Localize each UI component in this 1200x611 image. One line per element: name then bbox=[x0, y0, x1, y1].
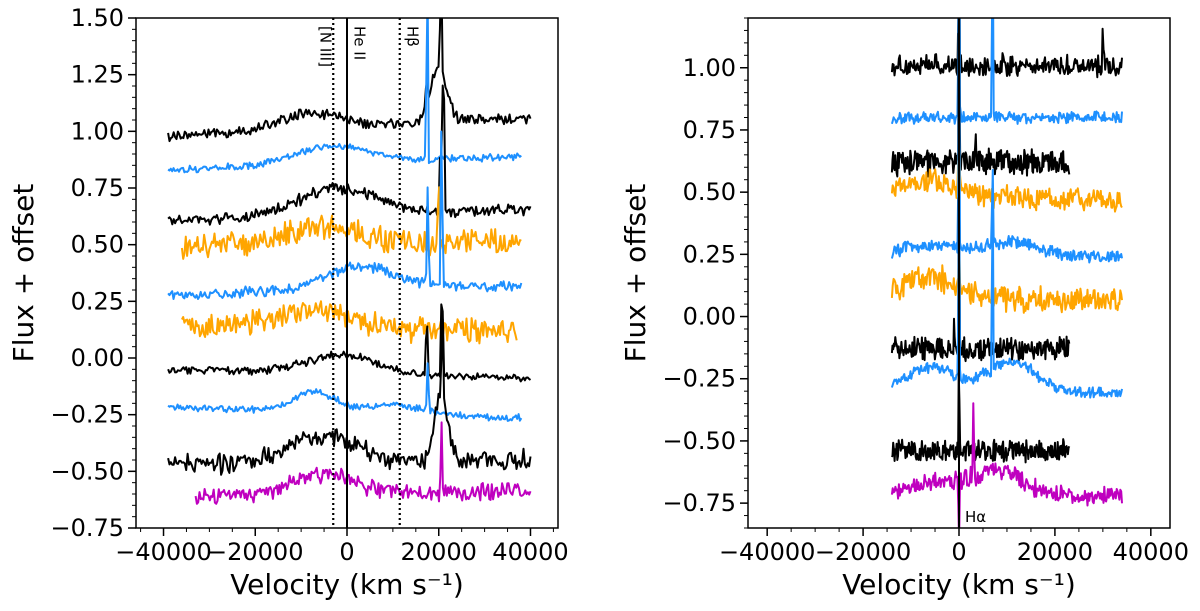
line-label: [N III] bbox=[317, 26, 335, 67]
y-axis-label: Flux + offset bbox=[619, 184, 652, 363]
line-label: He II bbox=[351, 26, 369, 60]
x-axis-label: Velocity (km s⁻¹) bbox=[842, 568, 1076, 601]
series-line-10 bbox=[890, 402, 1123, 528]
x-tick-label: −20000 bbox=[207, 538, 303, 566]
y-tick-label: −0.25 bbox=[50, 401, 124, 429]
x-tick-label: −40000 bbox=[115, 538, 211, 566]
y-tick-label: 0.00 bbox=[71, 344, 124, 372]
y-tick-label: −0.50 bbox=[662, 427, 736, 455]
series-line-6 bbox=[890, 232, 1123, 314]
y-tick-label: 0.75 bbox=[683, 116, 736, 144]
series-line-7 bbox=[890, 197, 1071, 363]
y-tick-label: 0.75 bbox=[71, 174, 124, 202]
series-line-4 bbox=[180, 186, 522, 260]
x-tick-label: 20000 bbox=[1017, 538, 1093, 566]
series-line-9 bbox=[167, 318, 532, 476]
y-tick-label: −0.50 bbox=[50, 457, 124, 485]
y-tick-label: 1.00 bbox=[71, 117, 124, 145]
x-tick-label: 0 bbox=[339, 538, 354, 566]
y-axis-label: Flux + offset bbox=[7, 184, 40, 363]
x-tick-label: −20000 bbox=[815, 538, 911, 566]
y-tick-label: −0.25 bbox=[662, 365, 736, 393]
y-tick-label: 1.25 bbox=[71, 61, 124, 89]
series-line-2 bbox=[167, 18, 522, 174]
y-tick-label: 0.25 bbox=[71, 287, 124, 315]
right-panel: Hα −40000 −20000 0 20000 40000 −0.75 −0.50 −0.25… bbox=[619, 17, 1189, 601]
y-tick-label: 0.50 bbox=[71, 231, 124, 259]
series-line-7 bbox=[167, 303, 532, 383]
left-panel: [N III] He II Hβ −40000−20000 0 20000 40000 −0.… bbox=[7, 4, 569, 601]
series-line-2 bbox=[890, 18, 1123, 125]
series-line-6 bbox=[181, 300, 518, 345]
x-tick-label: −40000 bbox=[719, 538, 815, 566]
series-line-5 bbox=[167, 130, 523, 300]
x-tick-label: 20000 bbox=[401, 538, 477, 566]
x-axis-label: Velocity (km s⁻¹) bbox=[230, 568, 464, 601]
series-line-9 bbox=[890, 372, 1071, 464]
y-tick-label: −0.75 bbox=[662, 489, 736, 517]
series-line-5 bbox=[890, 52, 1123, 264]
series-line-3 bbox=[167, 84, 532, 226]
series-line-4 bbox=[890, 124, 1123, 213]
x-tick-label: 40000 bbox=[1113, 538, 1189, 566]
y-tick-label: 0.00 bbox=[683, 303, 736, 331]
x-tick-label: 0 bbox=[951, 538, 966, 566]
y-tick-label: 1.50 bbox=[71, 4, 124, 32]
line-label: Hα bbox=[965, 508, 986, 526]
y-tick-label: −0.75 bbox=[50, 514, 124, 542]
y-tick-label: 1.00 bbox=[683, 54, 736, 82]
series-line-1 bbox=[890, 18, 1123, 79]
series-line-8 bbox=[890, 182, 1123, 399]
series-line-8 bbox=[167, 362, 523, 422]
series-line-3 bbox=[890, 32, 1071, 178]
series-line-10 bbox=[194, 421, 532, 505]
y-tick-label: 0.25 bbox=[683, 240, 736, 268]
series-group bbox=[890, 18, 1123, 528]
series-line-1 bbox=[167, 18, 532, 143]
line-label: Hβ bbox=[403, 26, 421, 47]
x-tick-label: 40000 bbox=[492, 538, 568, 566]
series-group bbox=[167, 18, 532, 505]
y-tick-label: 0.50 bbox=[683, 178, 736, 206]
